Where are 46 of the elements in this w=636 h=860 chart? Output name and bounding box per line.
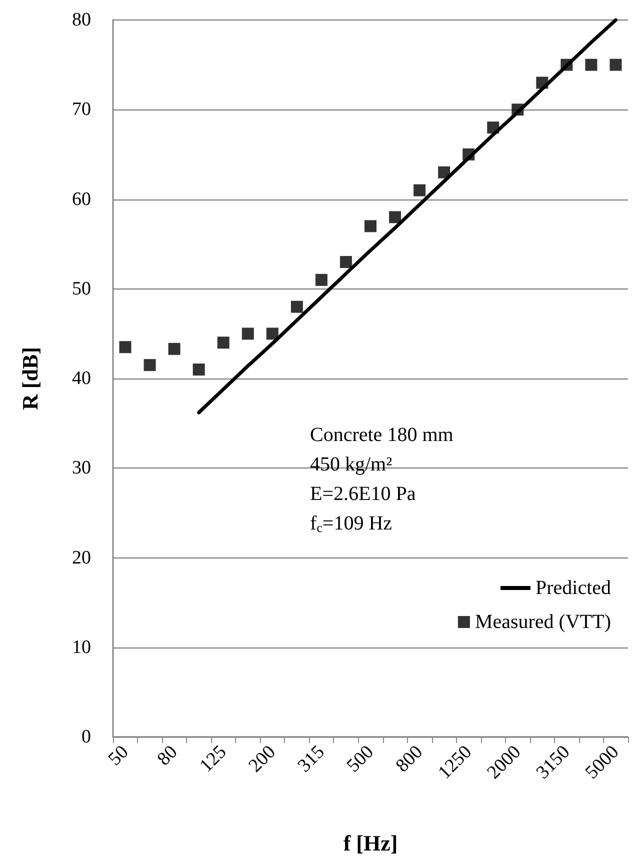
point xyxy=(585,58,598,71)
point xyxy=(340,256,352,268)
annotation: fc=109 Hz xyxy=(310,512,392,535)
annotation: Concrete 180 mm xyxy=(310,424,454,446)
y-tick-label: 20 xyxy=(72,547,91,568)
point xyxy=(438,166,450,178)
point xyxy=(364,220,376,232)
y-tick-label: 60 xyxy=(72,188,91,210)
legend-label: Measured (VTT) xyxy=(474,611,612,633)
point xyxy=(242,328,254,340)
annotation: 450 kg/m² xyxy=(310,454,392,476)
point xyxy=(315,274,328,286)
point xyxy=(119,341,132,354)
point xyxy=(414,184,426,196)
x-tick-label: 800 xyxy=(392,742,427,777)
y-tick-label: 50 xyxy=(72,278,91,300)
y-tick-label: 40 xyxy=(72,368,91,389)
x-axis-title: f [Hz] xyxy=(343,830,398,856)
point xyxy=(168,342,180,355)
point xyxy=(536,76,548,89)
point xyxy=(290,300,303,313)
y-tick-label: 30 xyxy=(72,458,91,479)
y-tick-label: 10 xyxy=(72,636,91,658)
point xyxy=(462,148,475,160)
x-tick-label: 500 xyxy=(342,742,378,777)
x-tick-label: 315 xyxy=(294,742,329,777)
x-tick-label: 80 xyxy=(153,742,182,770)
y-tick-label: 70 xyxy=(72,99,91,120)
legend-label: Predicted xyxy=(535,577,612,599)
point xyxy=(192,364,205,376)
x-tick-label: 50 xyxy=(104,742,133,770)
point xyxy=(512,104,524,116)
x-tick-label: 125 xyxy=(196,742,231,777)
annotation: E=2.6E10 Pa xyxy=(310,483,416,505)
point xyxy=(487,122,500,134)
y-axis-title: R [dB] xyxy=(18,347,42,410)
x-tick-label: 200 xyxy=(244,742,280,777)
point xyxy=(217,336,230,349)
y-tick-label: 80 xyxy=(72,10,91,30)
line-series xyxy=(197,18,618,414)
point xyxy=(560,58,573,71)
point xyxy=(144,359,156,372)
point xyxy=(610,58,622,71)
point xyxy=(266,328,278,340)
y-tick-label: 0 xyxy=(82,726,91,748)
point xyxy=(389,211,402,224)
